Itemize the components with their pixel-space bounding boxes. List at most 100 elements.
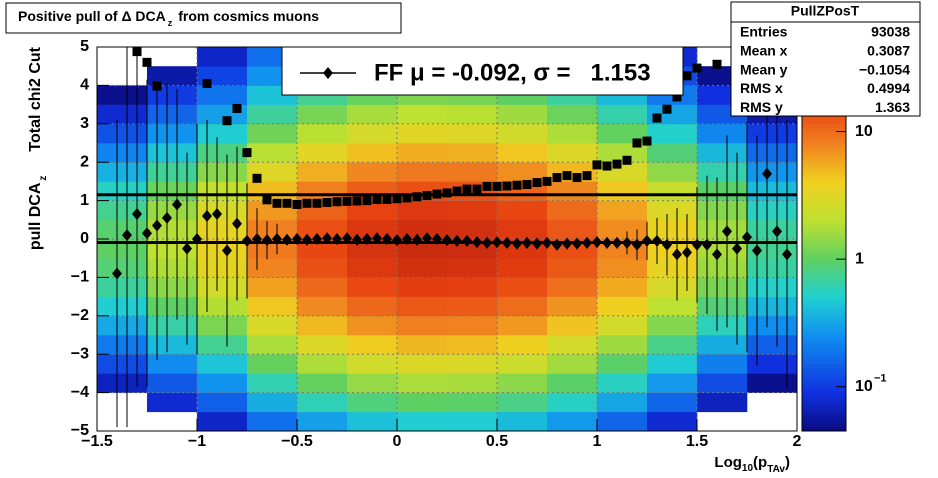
colorbar-step [802,287,846,292]
heatmap-cell [347,373,398,393]
marker-diamond [112,267,122,280]
colorbar-step [802,167,846,172]
y-axis-label: pull DCAz Total chi2 Cut [27,46,48,250]
heatmap-cell [297,373,348,393]
heatmap-cell [547,181,598,201]
heatmap-cell [297,162,348,182]
heatmap-cell [347,123,398,144]
marker-diamond [742,231,752,244]
colorbar-step [802,135,846,140]
marker-square [352,196,362,206]
title-part: from cosmics muons [178,8,319,24]
marker-square [532,178,542,188]
marker-diamond [622,236,632,249]
stats-box: PullZPosT Entries 93038 Mean x 0.3087 Mean y… [730,1,921,117]
heatmap-cell [647,162,698,182]
marker-diamond [682,246,692,259]
marker-square [442,188,452,198]
heatmap-cell [447,296,498,317]
heatmap-cell [547,104,598,125]
x-label-part: Log [714,454,742,471]
heatmap-cell [297,354,348,374]
heatmap-cell [97,219,148,240]
heatmap-cell [597,354,648,374]
heatmap-cell [597,373,648,393]
colorbar-step [802,403,846,408]
x-tick-label: −1.5 [81,433,113,450]
marker-diamond [572,237,582,250]
marker-square [272,198,282,208]
marker-square [402,193,412,203]
heatmap-cell [497,315,548,336]
marker-diamond [722,225,732,238]
marker-square [602,161,612,171]
heatmap-cell [647,373,698,393]
heatmap-cell [197,47,248,67]
marker-square [662,104,672,114]
heatmap-cell [397,373,448,393]
colorbar-step [802,427,846,432]
heatmap-cell [647,315,698,336]
marker-square [452,186,462,196]
marker-diamond [642,234,652,247]
marker-diamond [472,236,482,249]
heatmap-cell [547,258,598,278]
marker-diamond [372,232,382,245]
marker-square [482,181,492,191]
heatmap-cell [647,335,698,355]
heatmap-cell [297,123,348,144]
colorbar-step [802,243,846,248]
colorbar-step [802,211,846,216]
heatmap-cell [747,315,797,336]
marker-diamond [782,248,792,261]
marker-square [222,116,232,126]
colorbar-step [802,223,846,228]
heatmap-cell [97,296,148,317]
heatmap-cell [447,219,498,240]
y-tick-label: −4 [71,384,89,401]
heatmap-cell [247,277,298,297]
heatmap-cell [747,181,797,201]
stats-label: RMS y [740,99,783,115]
stats-value: 0.3087 [867,43,910,59]
marker-diamond [602,236,612,249]
heatmap-cell [397,258,448,278]
colorbar-step [802,379,846,384]
colorbar-step [802,143,846,148]
colorbar-tick-label: 10 [855,378,873,395]
heatmap-cell [647,392,698,413]
colorbar-step [802,343,846,348]
overlay [97,47,797,428]
colorbar-step [802,407,846,412]
heatmap-cell [397,392,448,413]
stats-label: RMS x [740,80,783,96]
heatmap-cell [97,143,148,163]
colorbar-step [802,359,846,364]
marker-diamond [492,236,502,249]
marker-diamond [152,219,162,232]
heatmap-cell [197,411,248,431]
colorbar-step [802,355,846,360]
heatmap-cell [497,392,548,413]
heatmap-cell [147,143,198,163]
heatmap-cell [97,277,148,297]
heatmap-cell [597,277,648,297]
stats-value: 0.4994 [867,80,910,96]
x-label-subscript: TAv [767,464,785,475]
heatmap-cell [497,296,548,317]
heatmap-cell [247,373,298,393]
heatmap-cell [397,277,448,297]
colorbar-step [802,279,846,284]
colorbar-step [802,251,846,256]
marker-square [462,184,472,194]
marker-diamond [392,234,402,247]
stats-label: Mean y [740,61,788,77]
marker-square [152,81,162,91]
heatmap-cell [547,392,598,413]
marker-square [302,198,312,208]
y-tick-label: −2 [71,307,89,324]
heatmap-cell [197,277,248,297]
colorbar-step [802,283,846,288]
heatmap-cell [147,162,198,182]
